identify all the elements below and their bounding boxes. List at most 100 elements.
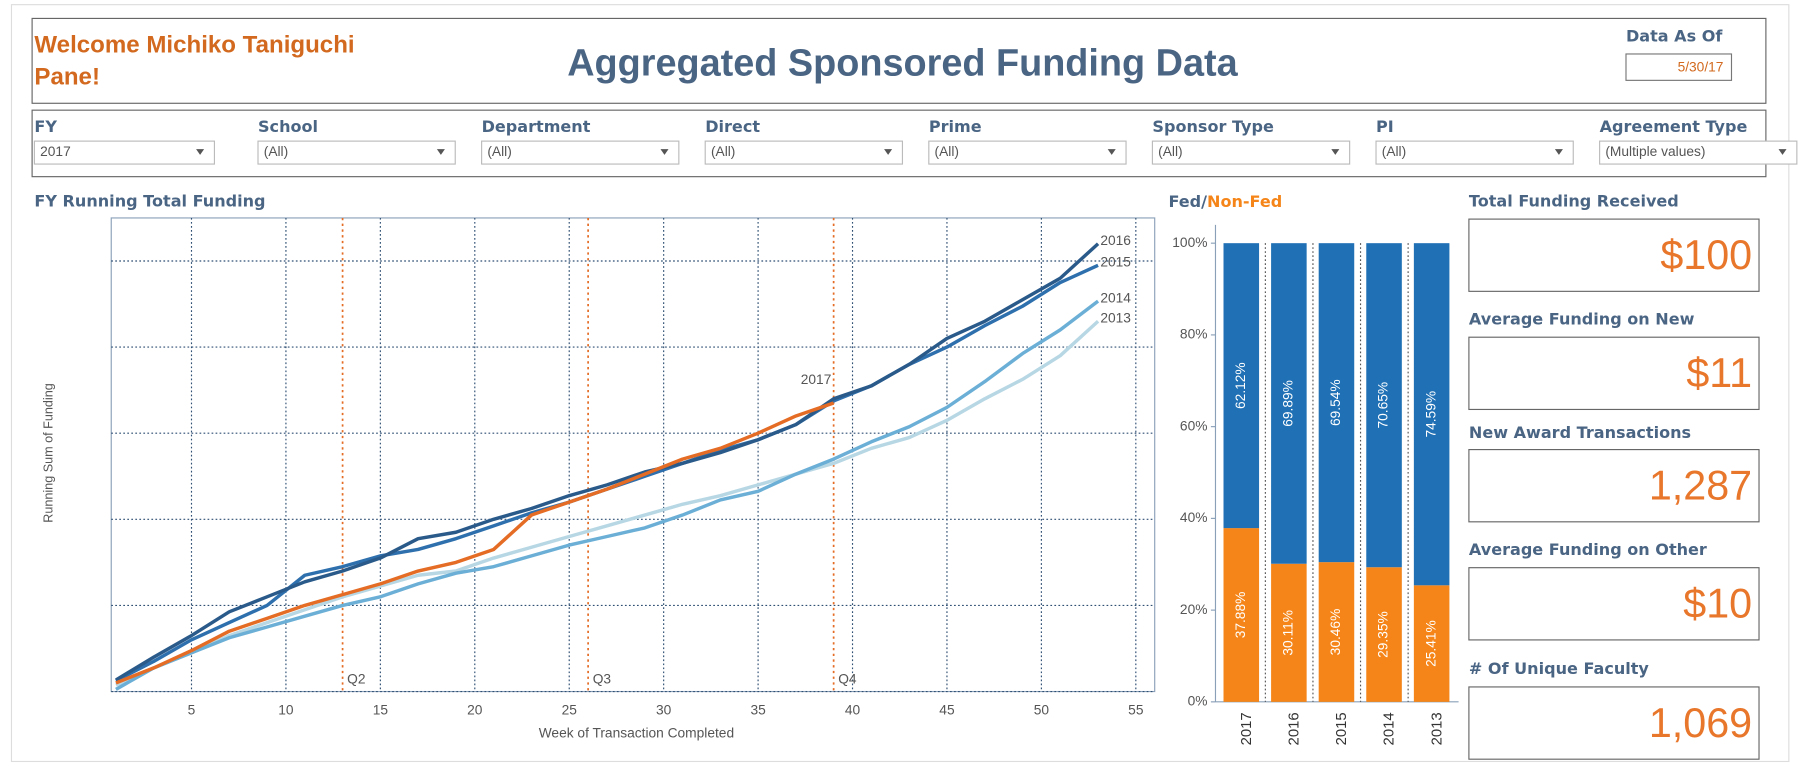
dropdown-box[interactable] xyxy=(704,140,904,165)
filter-dropdown[interactable]: 2017 xyxy=(33,140,216,165)
kpi-box xyxy=(1468,336,1760,411)
dropdown-arrow[interactable] xyxy=(1331,149,1340,155)
value-label: 69.89% xyxy=(1281,380,1296,427)
x-axis-label: Week of Transaction Completed xyxy=(539,726,734,741)
series-line xyxy=(115,319,1100,687)
dropdown-box[interactable] xyxy=(257,140,456,165)
filter-value[interactable]: (All) xyxy=(711,144,735,159)
kpis: Total Funding Received $100 Average Fundin… xyxy=(1468,191,1760,760)
x-tick-label: 5 xyxy=(188,703,196,718)
x-tick-label: 30 xyxy=(656,703,672,718)
kpi-value: $10 xyxy=(1683,581,1752,627)
filter-dropdown[interactable]: (All) xyxy=(1375,140,1574,165)
series-line xyxy=(115,242,1100,682)
filter-value[interactable]: (All) xyxy=(1382,144,1406,159)
kpi-label: # Of Unique Faculty xyxy=(1469,659,1650,678)
x-tick-label: 15 xyxy=(373,703,389,718)
bar-segment xyxy=(1223,528,1260,702)
x-tick-label: 45 xyxy=(939,703,955,718)
bar-segment xyxy=(1223,243,1260,529)
y-tick-label: 40% xyxy=(1180,510,1208,525)
series-line xyxy=(115,299,1100,691)
filter-value[interactable]: 2017 xyxy=(40,144,71,159)
filter-dropdown[interactable]: (All) xyxy=(928,140,1127,165)
bar-segment xyxy=(1413,243,1450,586)
filter-label: Sponsor Type xyxy=(1152,117,1274,136)
filter-value[interactable]: (All) xyxy=(264,144,288,159)
value-label: 29.35% xyxy=(1376,611,1391,658)
filter-label: Agreement Type xyxy=(1600,117,1748,136)
bar-segment xyxy=(1271,243,1307,564)
dropdown-box[interactable] xyxy=(33,140,216,165)
filters: FY 2017 School (All) Department (All) Direct (A… xyxy=(33,117,1798,165)
kpi-box xyxy=(1468,567,1760,641)
x-tick-label: 20 xyxy=(467,703,483,718)
quarter-label: Q2 xyxy=(347,672,365,687)
series-label: 2017 xyxy=(801,372,832,387)
x-tick-label: 40 xyxy=(845,703,861,718)
dropdown-arrow[interactable] xyxy=(1554,149,1563,155)
filter-dropdown[interactable]: (All) xyxy=(257,140,456,165)
series-line xyxy=(115,401,835,685)
value-label: 70.65% xyxy=(1376,382,1391,429)
value-label: 25.41% xyxy=(1423,620,1438,667)
dropdown-arrow[interactable] xyxy=(884,149,893,155)
filter-value[interactable]: (Multiple values) xyxy=(1605,144,1705,159)
quarter-label: Q3 xyxy=(593,672,612,687)
filter-value[interactable]: (All) xyxy=(935,144,959,159)
kpi-label: Total Funding Received xyxy=(1469,191,1679,210)
kpi-value: 1,287 xyxy=(1649,462,1752,508)
kpi-box xyxy=(1468,449,1760,523)
dropdown-box[interactable] xyxy=(1375,140,1574,165)
filter-label: Prime xyxy=(929,117,982,136)
bar-segment xyxy=(1366,243,1402,568)
x-tick-label: 35 xyxy=(750,703,766,718)
x-tick-label: 2014 xyxy=(1382,712,1398,745)
kpi-label: Average Funding on Other xyxy=(1469,540,1707,559)
y-tick-label: 20% xyxy=(1180,602,1208,617)
bar-segment xyxy=(1413,585,1450,702)
filter-dropdown[interactable]: (All) xyxy=(1151,140,1351,165)
dropdown-arrow[interactable] xyxy=(1107,149,1116,155)
welcome: Pane! xyxy=(34,63,100,90)
dropdown-arrow[interactable] xyxy=(436,149,445,155)
kpi-label: New Award Transactions xyxy=(1469,423,1691,442)
dropdown-arrow[interactable] xyxy=(196,149,205,155)
filter-value[interactable]: (All) xyxy=(1158,144,1182,159)
dropdown-arrow[interactable] xyxy=(1778,149,1787,155)
filter-dropdown[interactable]: (All) xyxy=(481,140,680,165)
kpi-label: Average Funding on New xyxy=(1469,310,1695,329)
dropdown-box[interactable] xyxy=(1151,140,1351,165)
data-as-of: 5/30/17 xyxy=(1678,59,1724,74)
y-tick-label: 100% xyxy=(1172,235,1207,250)
dropdown-arrow[interactable] xyxy=(660,149,669,155)
bar-segment xyxy=(1366,567,1402,702)
x-tick-label: 2015 xyxy=(1334,712,1350,745)
bar-segment xyxy=(1271,563,1307,702)
page-frame xyxy=(10,4,1790,763)
dropdown-box[interactable] xyxy=(1599,140,1798,165)
y-tick-label: 0% xyxy=(1188,693,1208,708)
series-label: 2014 xyxy=(1100,290,1131,305)
filter-value[interactable]: (All) xyxy=(487,144,511,159)
quarter-label: Q4 xyxy=(838,672,857,687)
x-tick-label: 50 xyxy=(1034,703,1050,718)
chart-title: Fed/Non-Fed xyxy=(1168,191,1282,210)
series-label: 2015 xyxy=(1100,255,1131,270)
bar-segment xyxy=(1318,562,1355,702)
y-axis-label: Running Sum of Funding xyxy=(42,383,56,523)
plot-area xyxy=(110,217,1156,693)
dropdown-box[interactable] xyxy=(481,140,680,165)
title-part: Non-Fed xyxy=(1207,191,1282,210)
kpi-value: 1,069 xyxy=(1649,700,1752,746)
filter-dropdown[interactable]: (All) xyxy=(704,140,904,165)
x-tick-label: 10 xyxy=(278,703,294,718)
data-as-of-box xyxy=(1625,53,1733,81)
x-tick-label: 55 xyxy=(1128,703,1144,718)
bar-segment xyxy=(1318,243,1355,563)
dropdown-box[interactable] xyxy=(928,140,1127,165)
filter-dropdown[interactable]: (Multiple values) xyxy=(1599,140,1798,165)
value-label: 69.54% xyxy=(1328,379,1343,426)
